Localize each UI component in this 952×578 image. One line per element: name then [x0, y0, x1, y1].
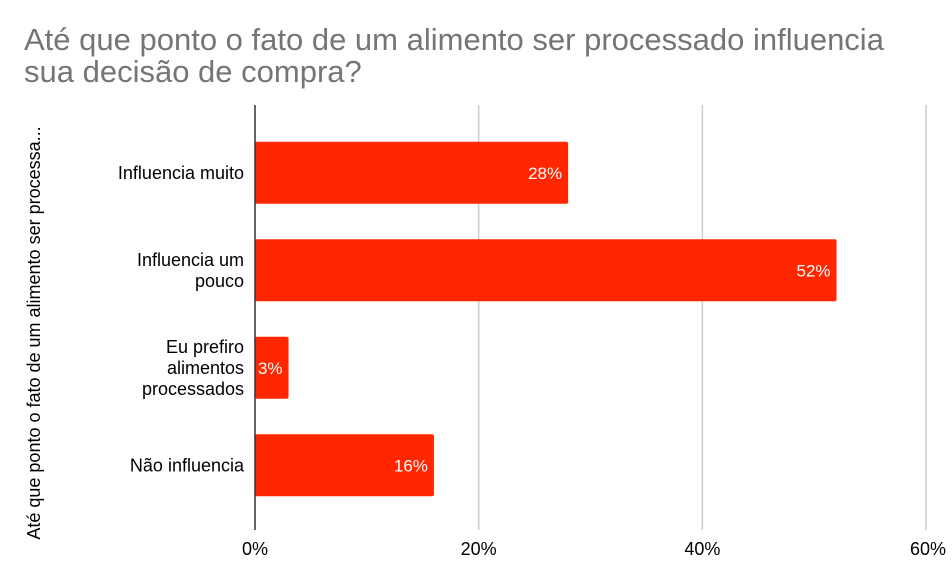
category-label: pouco — [195, 271, 244, 291]
data-labels: 28% 52% 3% 16% — [258, 164, 831, 476]
data-label: 28% — [528, 164, 562, 183]
bars — [255, 141, 837, 497]
category-label: alimentos — [167, 358, 244, 378]
data-label: 3% — [258, 359, 283, 378]
category-label: Influencia muito — [118, 163, 244, 183]
bar — [255, 141, 569, 204]
x-tick-label: 20% — [461, 539, 497, 559]
x-tick-label: 60% — [910, 539, 946, 559]
category-label: Não influencia — [130, 455, 245, 475]
category-label: Eu prefiro — [166, 337, 244, 357]
bar — [255, 239, 837, 302]
y-axis-title: Até que ponto o fato de um alimento ser … — [24, 126, 44, 539]
bar — [255, 336, 289, 399]
bar — [255, 434, 434, 497]
data-label: 52% — [797, 261, 831, 280]
y-axis-title: Até que ponto o fato de um alimento ser … — [24, 126, 44, 539]
x-tick-labels: 0% 20% 40% 60% — [242, 539, 946, 559]
data-label: 16% — [394, 456, 428, 475]
chart-title: Até que ponto o fato de um alimento ser … — [24, 22, 885, 89]
category-label: Influencia um — [137, 250, 244, 270]
category-label: processados — [142, 379, 244, 399]
chart-title-line: Até que ponto o fato de um alimento ser … — [24, 22, 885, 57]
x-tick-label: 0% — [242, 539, 268, 559]
x-tick-label: 40% — [684, 539, 720, 559]
chart-title-line: sua decisão de compra? — [24, 54, 362, 89]
